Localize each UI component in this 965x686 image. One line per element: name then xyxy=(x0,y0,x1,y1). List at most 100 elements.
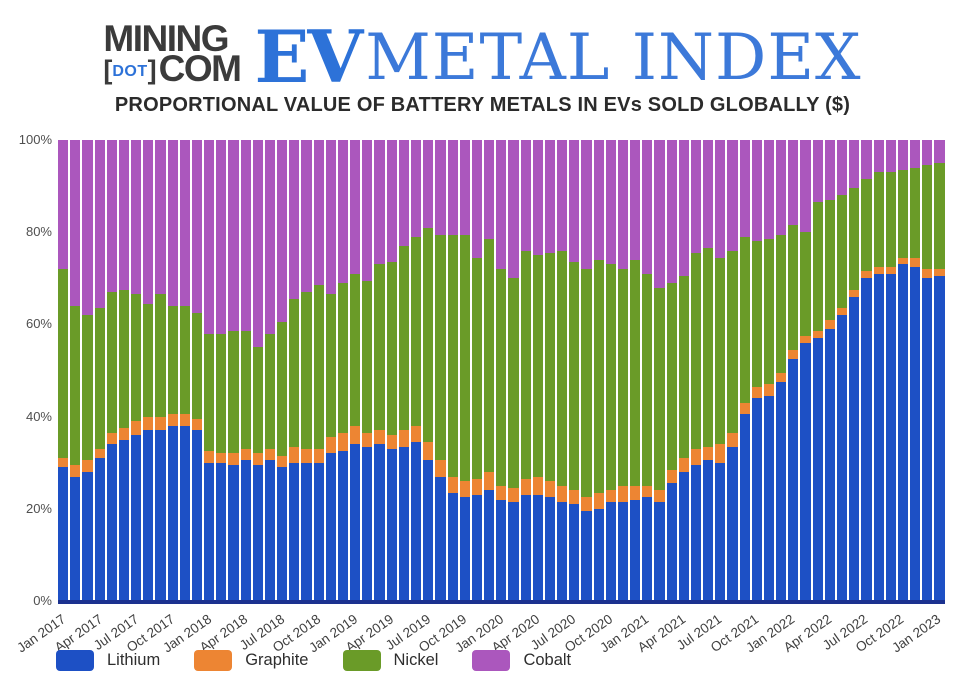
bar-segment-nickel xyxy=(678,275,689,459)
bar xyxy=(204,140,215,601)
bar-segment-cobalt xyxy=(167,140,178,306)
bar-segment-nickel xyxy=(191,312,203,419)
bar-segment-nickel xyxy=(264,333,276,449)
bar xyxy=(703,140,714,601)
bar-segment-cobalt xyxy=(325,140,336,295)
bar-segment-cobalt xyxy=(216,140,227,334)
bar-segment-lithium xyxy=(508,501,519,601)
bar-segment-nickel xyxy=(301,292,312,449)
bar-segment-nickel xyxy=(824,199,835,320)
bar-segment-graphite xyxy=(58,458,69,468)
legend-item-nickel: Nickel xyxy=(342,650,438,671)
bar xyxy=(459,140,470,601)
bar-segment-graphite xyxy=(106,432,117,445)
bar-segment-lithium xyxy=(788,358,799,601)
bar-segment-lithium xyxy=(301,462,312,601)
bar-segment-graphite xyxy=(82,460,93,472)
bar-segment-cobalt xyxy=(484,140,495,240)
bar-segment-lithium xyxy=(751,398,762,601)
bar xyxy=(435,140,446,601)
bar xyxy=(581,140,592,601)
bar-segment-nickel xyxy=(800,232,811,336)
bar-segment-lithium xyxy=(873,273,884,601)
bar-segment-graphite xyxy=(216,453,227,463)
bar-segment-cobalt xyxy=(654,140,665,288)
bar xyxy=(410,140,422,601)
bar-segment-nickel xyxy=(435,234,446,461)
bar-segment-lithium xyxy=(362,446,373,601)
bar-segment-cobalt xyxy=(727,140,738,251)
bar-segment-graphite xyxy=(630,485,641,500)
bar-segment-lithium xyxy=(715,462,726,601)
logo-metal-index-text: METAL INDEX xyxy=(365,21,862,95)
bar-segment-graphite xyxy=(715,444,726,463)
bar-segment-lithium xyxy=(934,275,945,601)
bar-segment-lithium xyxy=(240,460,251,601)
bar-segment-cobalt xyxy=(143,140,154,304)
bar-segment-lithium xyxy=(642,497,653,601)
bar-segment-lithium xyxy=(447,492,458,601)
bar-segment-nickel xyxy=(763,239,775,385)
bar xyxy=(788,140,799,601)
bar-segment-nickel xyxy=(849,188,860,290)
bar-segment-graphite xyxy=(204,451,215,463)
bar xyxy=(167,140,178,601)
bar-segment-graphite xyxy=(837,308,848,316)
bar-segment-graphite xyxy=(362,432,373,447)
bar-segment-nickel xyxy=(520,250,531,479)
bar-segment-lithium xyxy=(398,446,409,601)
bar-segment-cobalt xyxy=(763,140,775,240)
y-axis: 0% 20% 40% 60% 80% 100% xyxy=(0,132,52,608)
bar-segment-nickel xyxy=(471,257,483,479)
bar-segment-graphite xyxy=(484,471,495,491)
legend-swatch-nickel xyxy=(342,650,381,671)
bar xyxy=(131,140,142,601)
bar xyxy=(605,140,616,601)
bar-segment-cobalt xyxy=(313,140,324,286)
bar-segment-cobalt xyxy=(520,140,531,251)
bar-segment-graphite xyxy=(800,335,811,343)
bar-segment-lithium xyxy=(155,430,166,601)
bar-segment-cobalt xyxy=(471,140,483,258)
bar-segment-cobalt xyxy=(544,140,556,253)
bar-segment-cobalt xyxy=(277,140,288,323)
chart-title: PROPORTIONAL VALUE OF BATTERY METALS IN … xyxy=(114,94,851,116)
bar-segment-cobalt xyxy=(751,140,762,242)
bar-segment-graphite xyxy=(812,331,823,339)
legend-item-graphite: Graphite xyxy=(194,650,309,671)
bar xyxy=(191,140,203,601)
bar-segment-cobalt xyxy=(252,140,263,348)
bar-segment-lithium xyxy=(739,414,750,601)
legend-label: Cobalt xyxy=(523,651,572,669)
bar-segment-nickel xyxy=(337,282,349,433)
bar-segment-lithium xyxy=(605,501,616,601)
bar-segment-lithium xyxy=(106,444,117,601)
bar-segment-nickel xyxy=(703,248,714,447)
y-axis-tick-label: 0% xyxy=(33,593,52,608)
legend-label: Lithium xyxy=(107,651,161,669)
bar-segment-cobalt xyxy=(569,140,580,263)
bar-segment-lithium xyxy=(837,315,848,601)
y-axis-tick-label: 40% xyxy=(25,408,52,424)
bar-segment-cobalt xyxy=(179,140,190,306)
bar-segment-cobalt xyxy=(897,140,909,170)
bar-segment-graphite xyxy=(471,478,483,495)
bar-segment-cobalt xyxy=(642,140,653,274)
bar xyxy=(873,140,884,601)
bar xyxy=(216,140,227,601)
bar-segment-nickel xyxy=(715,257,726,445)
bar-segment-nickel xyxy=(131,294,142,422)
bar-segment-cobalt xyxy=(910,140,921,168)
bar-segment-cobalt xyxy=(155,140,166,295)
bar-segment-graphite xyxy=(666,469,677,484)
bar xyxy=(532,140,543,601)
bar-segment-nickel xyxy=(581,269,592,498)
bar-segment-graphite xyxy=(885,266,896,274)
bar-segment-lithium xyxy=(264,460,276,601)
bar-segment-lithium xyxy=(849,296,860,601)
bar xyxy=(337,140,349,601)
bar-segment-lithium xyxy=(678,471,689,601)
bar-segment-cobalt xyxy=(204,140,215,334)
bar-segment-cobalt xyxy=(873,140,884,173)
bar-segment-nickel xyxy=(82,315,93,461)
